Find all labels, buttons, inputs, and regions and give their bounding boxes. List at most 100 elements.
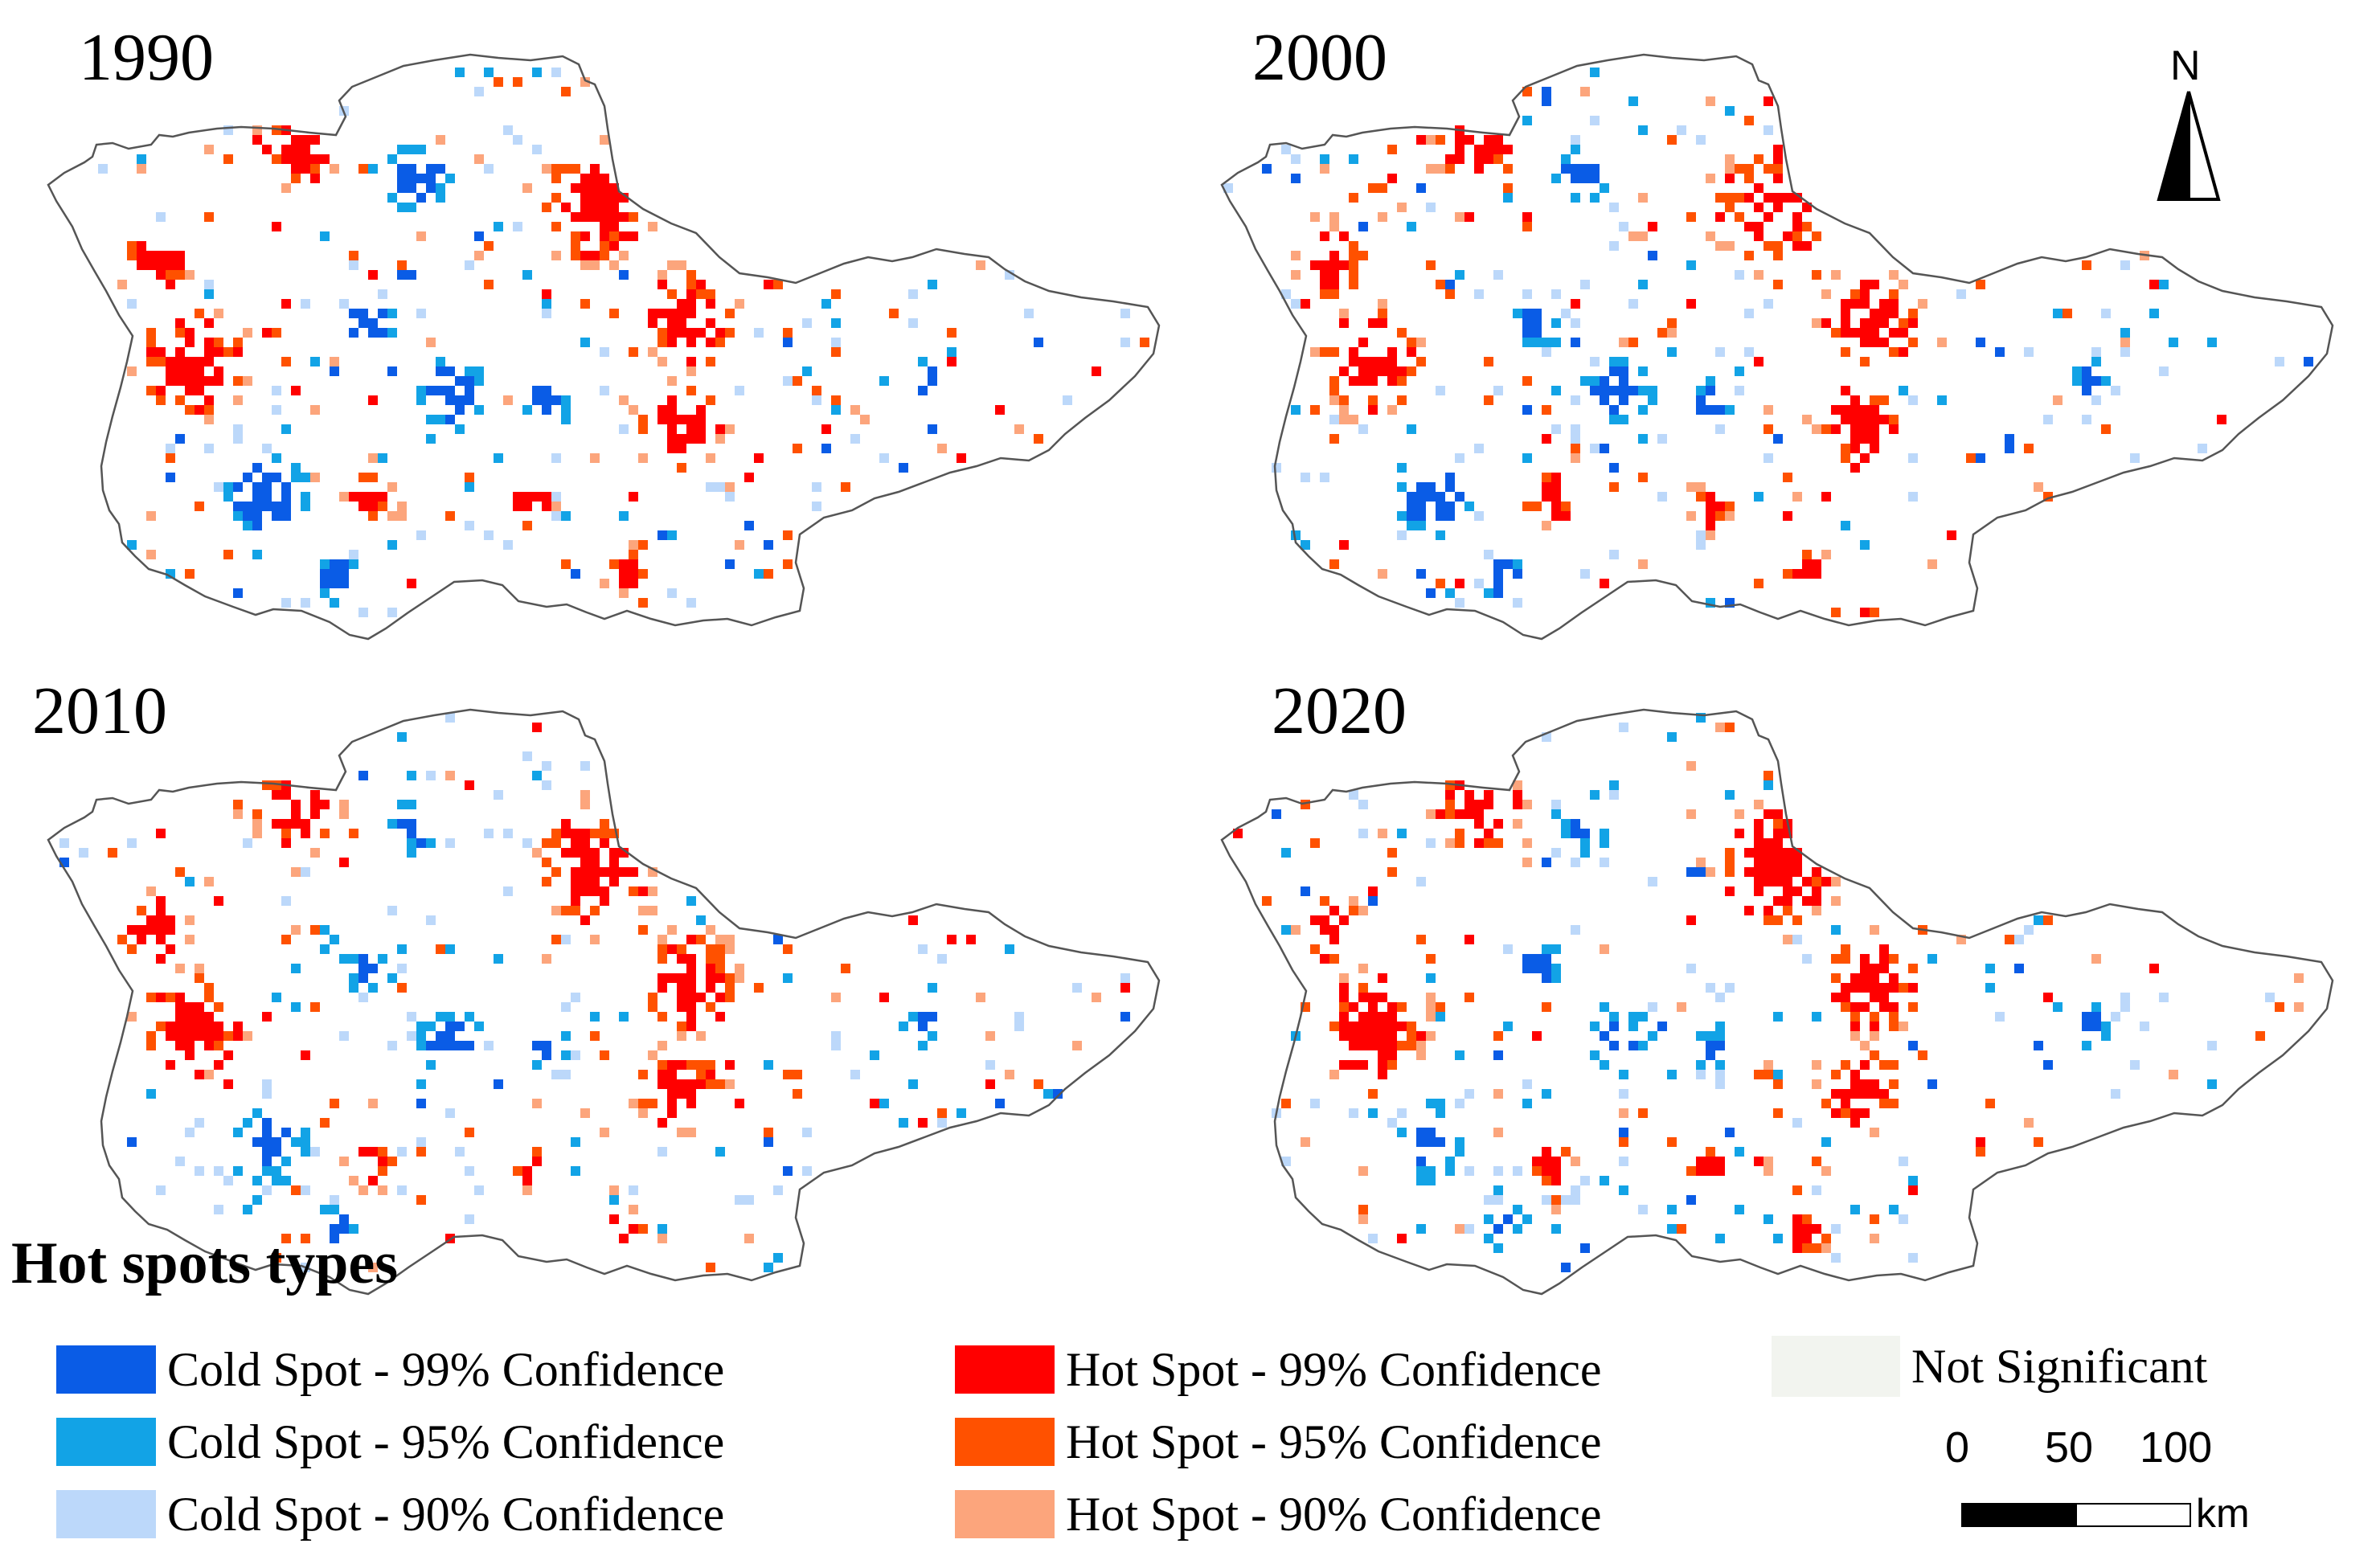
hotspot-cell [1648,877,1657,886]
hotspot-cell [1551,502,1561,511]
hotspot-cell [600,819,609,829]
hotspot-cell [1551,482,1561,492]
hotspot-cell [185,328,195,338]
hotspot-cell [542,386,551,395]
hotspot-cell [1783,896,1792,906]
hotspot-cell [1792,193,1802,203]
hotspot-cell [1532,502,1542,511]
hotspot-cell [1638,473,1648,482]
hotspot-cell [1358,1041,1368,1050]
hotspot-cell [1542,338,1551,347]
hotspot-cell [301,1128,310,1137]
hotspot-cell [465,521,474,530]
hotspot-cell [465,376,474,386]
hotspot-cell [522,405,532,415]
hotspot-cell [1542,1002,1551,1012]
hotspot-cell [1773,203,1783,212]
hotspot-cell [1870,415,1879,424]
hotspot-cell [918,386,928,395]
hotspot-cell [204,877,214,886]
hotspot-cell [551,502,561,511]
hotspot-cell [2053,1002,2063,1012]
hotspot-cell [1600,183,1609,193]
hotspot-cell [1493,579,1503,588]
hotspot-cell [368,964,378,973]
hotspot-cell [272,819,281,829]
hotspot-cell [1484,838,1493,848]
hotspot-cell [1397,203,1407,212]
hotspot-cell [609,559,619,569]
hotspot-cell [166,925,175,935]
hotspot-cell [281,790,291,800]
hotspot-cell [281,511,291,521]
hotspot-cell [542,395,551,405]
hotspot-cell [465,395,474,405]
hotspot-cell [339,1031,349,1041]
hotspot-cell [156,829,166,838]
hotspot-cell [1850,463,1860,473]
hotspot-cell [166,444,175,453]
hotspot-cell [2072,376,2082,386]
hotspot-cell [831,993,841,1002]
hotspot-cell [368,1176,378,1185]
hotspot-cell [1725,405,1735,415]
hotspot-cell [1368,1041,1378,1050]
hotspot-cell [368,511,378,521]
hotspot-cell [436,357,445,366]
hotspot-cell [600,183,609,193]
hotspot-cell [137,260,146,270]
hotspot-cell [1024,309,1034,318]
hotspot-cell [204,376,214,386]
hotspot-cell [195,309,204,318]
hotspot-cell [1860,299,1870,309]
hotspot-cell [1686,964,1696,973]
hotspot-cell [330,1224,339,1234]
hotspot-cell [1532,318,1542,328]
hotspot-cell [175,376,185,386]
hotspot-cell [677,328,686,338]
hotspot-cell [812,482,821,492]
hotspot-cell [715,1012,725,1022]
hotspot-cell [2111,386,2120,395]
hotspot-cell [1831,954,1841,964]
hotspot-cell [1571,453,1580,463]
hotspot-cell [1870,424,1879,434]
hotspot-cell [1474,809,1484,819]
hotspot-cell [1754,183,1763,193]
hotspot-cell [638,1070,648,1079]
hotspot-cell [1378,993,1387,1002]
hotspot-cell [1686,511,1696,521]
hotspot-cell [204,1022,214,1031]
hotspot-cell [349,1176,358,1185]
hotspot-cell [204,1041,214,1050]
hotspot-cell [1407,521,1416,530]
hotspot-cell [1763,1166,1773,1176]
hotspot-cell [1378,1060,1387,1070]
hotspot-cell [850,405,860,415]
hotspot-cell [1792,1234,1802,1243]
hotspot-cell [1619,1128,1628,1137]
legend-title: Hot spots types [11,1230,399,1296]
hotspot-cell [1619,1157,1628,1166]
hotspot-cell [1329,376,1339,386]
hotspot-cell [1120,1012,1130,1022]
hotspot-cell [175,993,185,1002]
hotspot-cell [1773,896,1783,906]
hotspot-cell [262,1012,272,1022]
hotspot-cell [387,309,397,318]
hotspot-cell [1667,1070,1677,1079]
hotspot-cell [1397,328,1407,338]
hotspot-cell [127,251,137,260]
hotspot-cell [1870,1214,1879,1224]
hotspot-cell [1638,386,1648,395]
hotspot-cell [1889,299,1899,309]
hotspot-cell [1455,145,1464,154]
hotspot-cell [619,212,629,222]
hotspot-cell [1773,251,1783,260]
hotspot-cell [831,289,841,299]
hotspot-cell [1542,1147,1551,1157]
hotspot-cell [368,164,378,174]
hotspot-cell [850,434,860,444]
hotspot-cell [156,260,166,270]
hotspot-cell [561,1031,571,1041]
